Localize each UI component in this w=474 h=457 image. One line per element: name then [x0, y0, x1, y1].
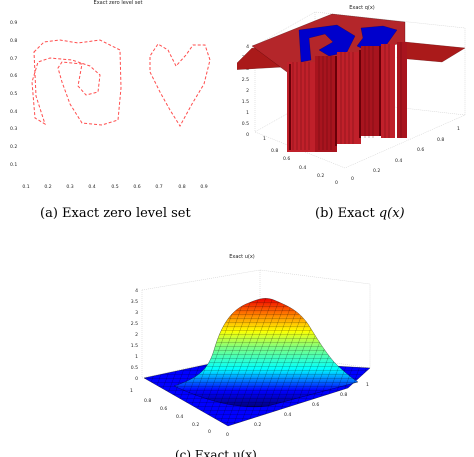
- y-tick: 0.2: [317, 173, 324, 179]
- x-tick: 1: [366, 382, 369, 388]
- x-tick: 1: [457, 126, 460, 132]
- caption-b: (b) Exact q(x): [315, 206, 405, 221]
- y-tick: 0.6: [283, 156, 290, 162]
- z-tick: 2: [135, 332, 138, 338]
- x-tick: 0.1: [22, 184, 29, 190]
- x-tick: 0.3: [66, 184, 73, 190]
- y-tick: 0.8: [10, 38, 17, 44]
- u-surface-plot: Exact u(x) 4 3.5 3 2.5 2 1.5 1 0.5 0 1 0…: [130, 254, 371, 438]
- y-tick: 1: [263, 136, 266, 142]
- x-tick: 0.7: [155, 184, 162, 190]
- x-ticks: 0 0.2 0.4 0.6 0.8 1: [351, 126, 460, 182]
- z-tick: 2: [246, 88, 249, 94]
- x-ticks: 0.1 0.2 0.3 0.4 0.5 0.6 0.7 0.8 0.9: [22, 184, 207, 190]
- x-tick: 0.6: [417, 147, 424, 153]
- z-tick: 1.5: [242, 99, 249, 105]
- x-tick: 0.8: [340, 392, 347, 398]
- y-tick: 0.6: [160, 406, 167, 412]
- x-tick: 0.2: [44, 184, 51, 190]
- z-tick: 1: [135, 354, 138, 360]
- x-tick: 0.4: [88, 184, 95, 190]
- x-tick: 0.4: [395, 158, 402, 164]
- z-tick: 2.5: [242, 77, 249, 83]
- panel-a-level-set: Exact zero level set 0.9 0.8 0.7 0.6 0.5…: [0, 0, 237, 200]
- caption-b-prefix: (b) Exact: [315, 206, 379, 221]
- z-tick: 0.5: [242, 121, 249, 127]
- x-tick: 0.6: [312, 402, 319, 408]
- x-tick: 0.2: [373, 168, 380, 174]
- x-ticks: 0 0.2 0.4 0.6 0.8 1: [226, 382, 369, 438]
- z-tick: 1.5: [131, 343, 138, 349]
- y-ticks: 0.9 0.8 0.7 0.6 0.5 0.4 0.3 0.2 0.1: [10, 20, 17, 168]
- y-tick: 0.6: [10, 73, 17, 79]
- x-tick: 0.9: [200, 184, 207, 190]
- y-tick: 1: [130, 388, 133, 394]
- y-tick: 0.4: [299, 165, 306, 171]
- y-tick: 0.8: [144, 398, 151, 404]
- z-tick: 0: [135, 376, 138, 382]
- panel-b-plot-title: Exact q(x): [349, 5, 375, 11]
- x-tick: 0.5: [111, 184, 118, 190]
- x-tick: 0.6: [133, 184, 140, 190]
- heart-shaped-contour: [149, 43, 211, 127]
- y-tick: 0: [335, 180, 338, 186]
- caption-c: (c) Exact u(x): [175, 449, 257, 457]
- z-tick: 0: [246, 132, 249, 138]
- level-set-plot: Exact zero level set 0.9 0.8 0.7 0.6 0.5…: [10, 0, 211, 190]
- q-mesh: [292, 42, 402, 150]
- y-tick: 0.9: [10, 20, 17, 26]
- y-tick: 0: [208, 429, 211, 435]
- r-shaped-contour: [31, 39, 122, 126]
- z-tick: 4: [246, 44, 249, 50]
- x-tick: 0.8: [437, 137, 444, 143]
- panel-c-plot-title: Exact u(x): [229, 254, 255, 260]
- y-tick: 0.4: [10, 109, 17, 115]
- panel-c-exact-u: Exact u(x) 4 3.5 3 2.5 2 1.5 1 0.5 0 1 0…: [108, 250, 378, 450]
- x-tick: 0: [226, 432, 229, 438]
- panel-a-plot-title: Exact zero level set: [94, 0, 143, 6]
- y-tick: 0.3: [10, 126, 17, 132]
- u-surface-bump-mesh: [174, 298, 358, 407]
- y-tick: 0.4: [176, 414, 183, 420]
- y-tick: 0.2: [10, 144, 17, 150]
- q-low-plateau-right: [396, 41, 466, 63]
- z-tick: 4: [135, 288, 138, 294]
- z-tick: 2.5: [131, 321, 138, 327]
- y-tick: 0.8: [271, 148, 278, 154]
- caption-b-math: q(x): [378, 206, 405, 221]
- y-tick: 0.7: [10, 56, 17, 62]
- x-tick: 0.8: [178, 184, 185, 190]
- y-ticks: 1 0.8 0.6 0.4 0.2 0: [130, 388, 211, 435]
- panel-b-exact-q: Exact q(x) 4 3.5 3 2.5 2 1.5 1 0.5 0 1 0…: [237, 0, 474, 200]
- y-tick: 0.2: [192, 422, 199, 428]
- z-ticks: 4 3.5 3 2.5 2 1.5 1 0.5 0: [131, 288, 138, 382]
- z-tick: 1: [246, 110, 249, 116]
- z-tick: 0.5: [131, 365, 138, 371]
- y-tick: 0.5: [10, 91, 17, 97]
- x-tick: 0.4: [284, 412, 291, 418]
- z-tick: 3: [135, 310, 138, 316]
- y-tick: 0.1: [10, 162, 17, 168]
- x-tick: 0.2: [254, 422, 261, 428]
- z-tick: 3.5: [131, 299, 138, 305]
- y-ticks: 1 0.8 0.6 0.4 0.2 0: [263, 136, 338, 186]
- caption-a: (a) Exact zero level set: [40, 206, 191, 221]
- x-tick: 0: [351, 176, 354, 182]
- q-surface-plot: Exact q(x) 4 3.5 3 2.5 2 1.5 1 0.5 0 1 0…: [237, 5, 466, 186]
